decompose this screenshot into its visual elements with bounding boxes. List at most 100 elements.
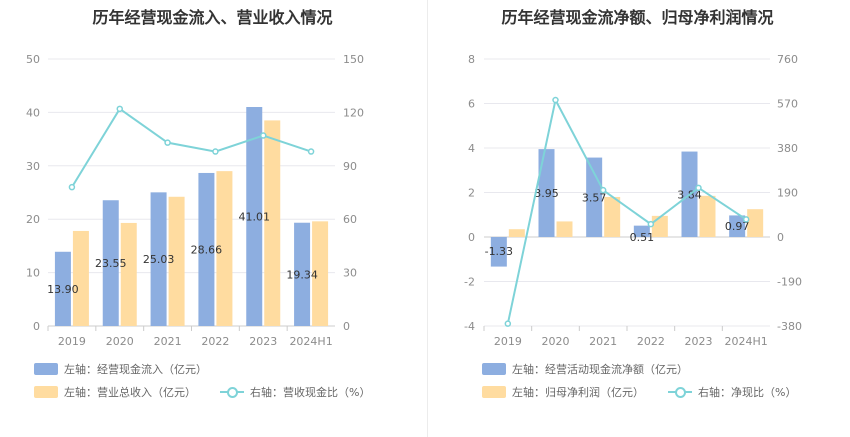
left-ytick-left: 10 xyxy=(26,267,40,280)
right-data-label: 3.57 xyxy=(582,191,607,204)
left-bar2 xyxy=(264,120,281,326)
left-bar1 xyxy=(246,107,263,327)
left-bar1 xyxy=(198,172,215,326)
right-ytick-right: 0 xyxy=(777,231,784,244)
left-xtick-label: 2022 xyxy=(201,335,229,348)
right-ytick-right: -380 xyxy=(777,320,802,333)
right-ytick-left: -4 xyxy=(464,320,475,333)
left-ytick-right: 0 xyxy=(343,320,350,333)
right-legend-bar1-swatch xyxy=(482,363,506,375)
left-legend-bar1[interactable]: 左轴：经营现金流入（亿元） xyxy=(34,361,207,377)
left-bar2 xyxy=(168,196,185,326)
right-ratio-point xyxy=(552,96,559,104)
left-data-label: 28.66 xyxy=(191,243,223,256)
left-bar1 xyxy=(150,192,167,326)
left-chart-plot: 0 0 10 30 20 60 30 90 40 120 50 150 2019 13.90 2020 23.… xyxy=(26,53,364,348)
left-data-label: 13.90 xyxy=(47,283,79,296)
right-xtick-label: 2023 xyxy=(685,335,713,348)
right-bar2 xyxy=(699,195,716,237)
right-bar2 xyxy=(508,229,525,237)
right-bar1 xyxy=(729,215,746,237)
right-ratio-line xyxy=(506,97,747,324)
left-ytick-left: 20 xyxy=(26,213,40,226)
left-ytick-left: 50 xyxy=(26,53,40,66)
right-ratio-point xyxy=(599,186,607,194)
right-legend-bar1-label: 左轴：经营活动现金流净额（亿元） xyxy=(512,363,688,376)
right-ytick-right: 190 xyxy=(777,187,798,200)
left-bar1 xyxy=(294,222,311,326)
left-xtick-label: 2019 xyxy=(58,335,86,348)
right-data-label: 0.97 xyxy=(725,220,750,233)
left-legend-bar2[interactable]: 左轴：营业总收入（亿元） xyxy=(34,384,196,400)
right-ytick-left: 2 xyxy=(468,187,475,200)
left-xtick-label: 2021 xyxy=(154,335,182,348)
right-ytick-left: 6 xyxy=(468,98,475,111)
right-ratio-point xyxy=(504,320,512,327)
right-chart-panel: 历年经营现金流净额、归母净利润情况 -4 -380 -2 -190 0 0 2 190 4 380… xyxy=(425,0,850,437)
left-ratio-point xyxy=(116,105,123,113)
left-xtick-label: 2020 xyxy=(106,335,134,348)
left-legend-bar2-label: 左轴：营业总收入（亿元） xyxy=(64,386,196,399)
right-bar1 xyxy=(586,157,603,237)
left-data-label: 41.01 xyxy=(239,211,271,224)
right-xtick-label: 2019 xyxy=(494,335,522,348)
left-legend-line-swatch xyxy=(220,386,244,398)
left-legend-bar2-swatch xyxy=(34,386,58,398)
right-ytick-right: -190 xyxy=(777,276,802,289)
right-xtick-label: 2021 xyxy=(589,335,617,348)
right-ytick-right: 380 xyxy=(777,142,798,155)
right-legend-bar2-swatch xyxy=(482,386,506,398)
right-ratio-point xyxy=(695,184,702,192)
left-ytick-left: 40 xyxy=(26,106,40,119)
left-legend-line[interactable]: 右轴：营收现金比（%） xyxy=(220,384,370,400)
left-ratio-point xyxy=(260,132,267,139)
right-legend-line-swatch xyxy=(668,386,692,398)
right-ytick-right: 570 xyxy=(777,98,798,111)
right-ytick-left: -2 xyxy=(464,276,475,289)
right-bar1 xyxy=(538,149,555,237)
left-ytick-left: 30 xyxy=(26,160,40,173)
right-ytick-left: 8 xyxy=(468,53,475,66)
left-ratio-point xyxy=(212,148,219,155)
left-bar1 xyxy=(102,200,119,326)
right-ytick-right: 760 xyxy=(777,53,798,66)
left-ratio-line xyxy=(71,107,312,188)
right-legend-bar2-label: 左轴：归母净利润（亿元） xyxy=(512,386,644,399)
right-legend-line[interactable]: 右轴：净现比（%） xyxy=(668,384,796,400)
right-bar2 xyxy=(556,221,573,237)
right-legend-bar1[interactable]: 左轴：经营活动现金流净额（亿元） xyxy=(482,361,688,377)
right-bar1 xyxy=(633,225,650,237)
right-xtick-label: 2020 xyxy=(542,335,570,348)
left-ytick-right: 90 xyxy=(343,160,357,173)
right-ratio-point xyxy=(742,216,750,223)
left-ratio-point xyxy=(68,183,76,191)
right-bar2 xyxy=(747,209,764,237)
left-data-label: 25.03 xyxy=(143,253,175,266)
left-bar2 xyxy=(72,230,89,326)
left-legend-bar1-swatch xyxy=(34,363,58,375)
left-xtick-label: 2023 xyxy=(249,335,277,348)
left-ytick-left: 0 xyxy=(33,320,40,333)
left-bar2 xyxy=(216,171,233,326)
left-ytick-right: 60 xyxy=(343,213,357,226)
right-bar1 xyxy=(490,237,507,267)
left-bar2 xyxy=(120,222,137,326)
right-bar2 xyxy=(651,215,668,237)
right-legend-line-label: 右轴：净现比（%） xyxy=(698,386,797,399)
left-data-label: 23.55 xyxy=(95,257,127,270)
right-ytick-left: 0 xyxy=(468,231,475,244)
right-bar2 xyxy=(604,196,621,237)
left-bar2 xyxy=(312,221,329,326)
right-chart-title: 历年经营现金流净额、归母净利润情况 xyxy=(501,8,774,27)
left-chart-panel: 历年经营现金流入、营业收入情况 0 0 10 30 20 60 30 90 40 120 50 150… xyxy=(26,8,370,400)
left-bar1 xyxy=(54,251,71,326)
left-ratio-point xyxy=(307,148,315,155)
right-ratio-point xyxy=(647,220,655,228)
left-ratio-point xyxy=(164,139,171,146)
right-xtick-label: 2024H1 xyxy=(725,335,768,348)
left-xtick-label: 2024H1 xyxy=(289,335,332,348)
right-legend-bar2[interactable]: 左轴：归母净利润（亿元） xyxy=(482,384,644,400)
right-chart-plot: -4 -380 -2 -190 0 0 2 190 4 380 6 570 8 760 2019 -1.33 2… xyxy=(464,53,802,348)
right-data-label: -1.33 xyxy=(485,245,513,258)
left-ytick-right: 120 xyxy=(343,106,364,119)
